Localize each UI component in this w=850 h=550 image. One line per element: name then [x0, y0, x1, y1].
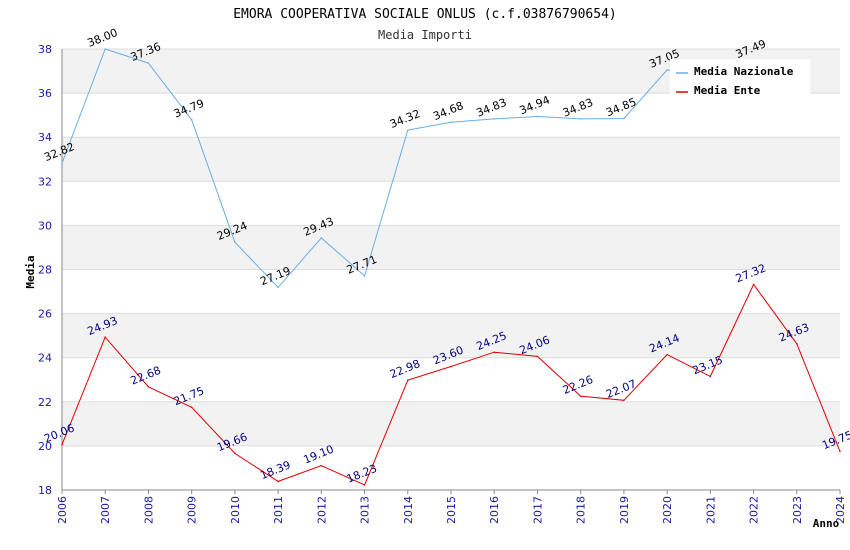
- data-point: [450, 121, 452, 124]
- y-tick-label: 38: [38, 43, 52, 56]
- data-point: [666, 69, 668, 71]
- data-point: [536, 115, 539, 118]
- y-tick-label: 28: [38, 264, 52, 277]
- data-point: [61, 162, 63, 165]
- series-lines: [61, 48, 841, 486]
- x-tick-label: 2016: [488, 496, 501, 524]
- data-point: [579, 118, 582, 120]
- background-band: [62, 357, 840, 402]
- x-tick-label: 2020: [661, 496, 674, 524]
- x-tick-label: 2012: [315, 496, 328, 524]
- y-tick-label: 34: [38, 131, 52, 144]
- background-band: [62, 181, 840, 226]
- x-tick-label: 2008: [142, 496, 155, 524]
- data-point: [363, 275, 366, 277]
- legend-label-media-nazionale: Media Nazionale: [694, 65, 794, 78]
- x-tick-label: 2011: [272, 496, 285, 524]
- x-tick-label: 2022: [748, 496, 761, 524]
- x-tick-label: 2014: [402, 496, 415, 524]
- legend-label-media-ente: Media Ente: [694, 84, 761, 97]
- x-tick-label: 2009: [186, 496, 199, 524]
- y-tick-label: 30: [38, 219, 52, 232]
- plot-background-bands: [62, 49, 840, 490]
- legend: Media Nazionale Media Ente: [670, 59, 810, 97]
- data-point: [709, 375, 712, 378]
- data-point: [320, 237, 323, 239]
- x-tick-label: 2017: [531, 496, 544, 524]
- y-tick-label: 20: [38, 440, 52, 453]
- data-point: [234, 241, 236, 243]
- data-point: [406, 129, 409, 131]
- data-point: [536, 355, 539, 358]
- x-tick-label: 2024: [834, 496, 847, 524]
- data-point: [104, 48, 107, 50]
- background-band: [62, 269, 840, 314]
- data-point: [666, 353, 668, 356]
- x-tick-label: 2007: [99, 496, 112, 524]
- background-band: [62, 313, 840, 358]
- y-tick-label: 26: [38, 308, 52, 321]
- data-point: [795, 343, 798, 345]
- x-tick-label: 2019: [618, 496, 631, 524]
- x-tick-label: 2023: [791, 496, 804, 524]
- y-axis-label: Media: [24, 255, 37, 288]
- background-band: [62, 445, 840, 490]
- background-band: [62, 401, 840, 446]
- chart-subtitle: Media Importi: [378, 28, 472, 42]
- data-point: [493, 351, 496, 353]
- x-tick-label: 2021: [704, 496, 717, 524]
- data-point: [190, 118, 193, 121]
- background-band: [62, 225, 840, 270]
- y-tick-label: 18: [38, 484, 52, 497]
- data-point: [104, 336, 107, 338]
- data-point: [277, 480, 279, 483]
- data-point: [450, 365, 452, 368]
- y-tick-label: 32: [38, 175, 52, 188]
- data-point: [752, 283, 755, 286]
- data-point: [190, 406, 193, 409]
- data-point: [234, 452, 236, 455]
- x-axis-label: Anno: [813, 517, 840, 530]
- x-tick-label: 2013: [359, 496, 372, 524]
- data-point: [493, 118, 496, 120]
- data-point: [147, 386, 150, 388]
- data-point: [406, 379, 409, 381]
- x-tick-label: 2010: [229, 496, 242, 524]
- background-band: [62, 93, 840, 138]
- data-point: [363, 484, 366, 486]
- data-point: [579, 395, 582, 397]
- y-tick-label: 24: [38, 352, 52, 365]
- y-tick-label: 22: [38, 396, 52, 409]
- data-point: [320, 464, 323, 467]
- x-tick-label: 2015: [445, 496, 458, 524]
- y-tick-label: 36: [38, 87, 52, 100]
- data-point: [61, 443, 63, 446]
- background-band: [62, 137, 840, 182]
- data-point: [147, 62, 150, 64]
- x-tick-label: 2006: [56, 496, 69, 524]
- data-point: [623, 117, 625, 120]
- x-tick-label: 2018: [575, 496, 588, 524]
- data-label: 38.00: [85, 26, 119, 50]
- chart-title: EMORA COOPERATIVA SOCIALE ONLUS (c.f.038…: [233, 7, 617, 22]
- data-point: [277, 286, 279, 289]
- legend-box: [670, 59, 810, 96]
- data-point: [839, 450, 841, 453]
- data-point: [623, 399, 625, 402]
